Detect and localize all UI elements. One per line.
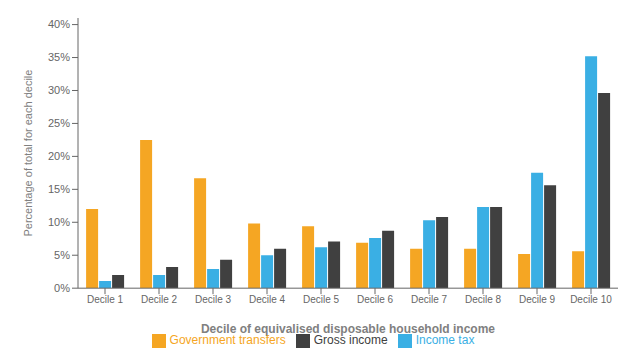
svg-text:Decile 3: Decile 3 [195, 294, 232, 305]
svg-text:Decile 9: Decile 9 [519, 294, 556, 305]
svg-text:Decile 8: Decile 8 [465, 294, 502, 305]
svg-text:0%: 0% [54, 282, 70, 294]
svg-text:Decile 5: Decile 5 [303, 294, 340, 305]
svg-text:Decile of equivalised disposab: Decile of equivalised disposable househo… [201, 322, 495, 336]
svg-text:35%: 35% [48, 51, 70, 63]
svg-text:15%: 15% [48, 183, 70, 195]
html-text:Income tax: Income tax [415, 333, 475, 348]
svg-text:Decile 6: Decile 6 [357, 294, 394, 305]
svg-text:Percentage of total for each d: Percentage of total for each decile [22, 70, 34, 237]
svg-text:5%: 5% [54, 249, 70, 261]
svg-text:Decile 10: Decile 10 [570, 294, 612, 305]
svg-text:Decile 4: Decile 4 [249, 294, 286, 305]
html-text:Government transfers: Government transfers [169, 333, 286, 348]
svg-text:40%: 40% [48, 18, 70, 30]
svg-text:Decile 7: Decile 7 [411, 294, 448, 305]
svg-text:10%: 10% [48, 216, 70, 228]
svg-text:20%: 20% [48, 150, 70, 162]
svg-text:25%: 25% [48, 117, 70, 129]
svg-text:Decile 2: Decile 2 [141, 294, 178, 305]
svg-text:Decile 1: Decile 1 [87, 294, 124, 305]
svg-text:30%: 30% [48, 84, 70, 96]
html-text:Gross income: Gross income [313, 333, 388, 348]
